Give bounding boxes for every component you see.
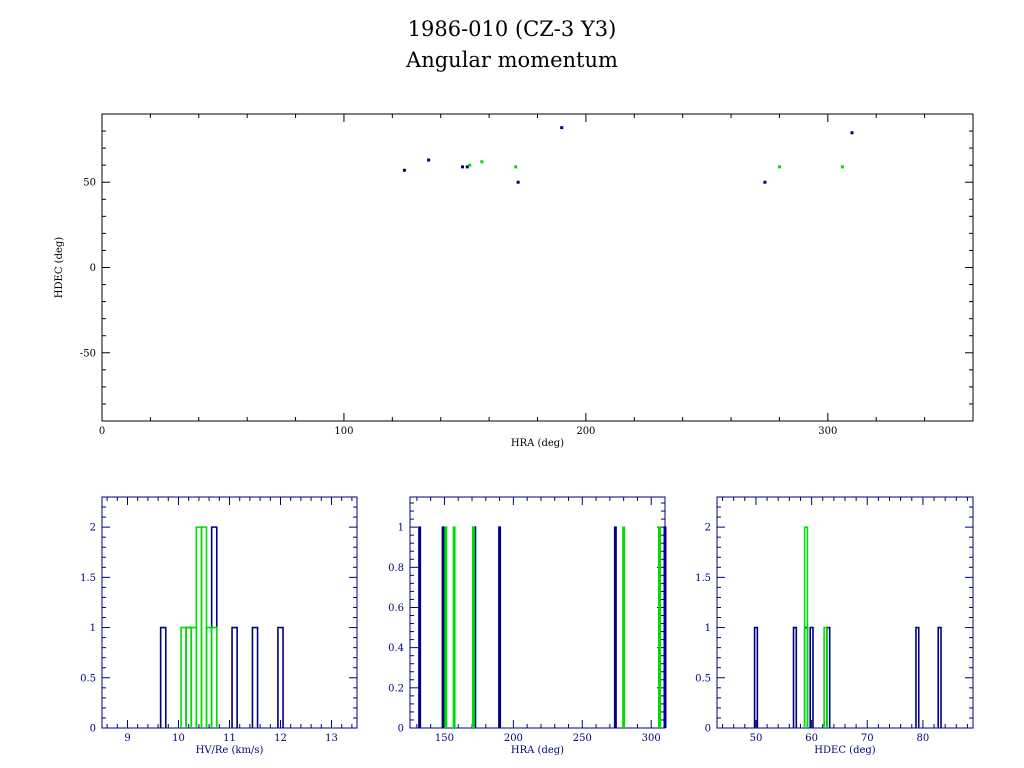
histogram-bar-green (803, 526, 809, 728)
plot-frame-3 (409, 496, 666, 729)
histogram-bar-blue (613, 526, 617, 728)
y-tick-label: 0.5 (80, 673, 96, 684)
plot-frame-4 (716, 496, 974, 729)
histogram-bar-green (444, 526, 448, 728)
x-tick-label: 250 (573, 733, 592, 744)
x-tick-label: 60 (805, 733, 818, 744)
histogram-bar-blue (753, 626, 759, 728)
scatter-point-green (514, 165, 518, 169)
histogram-bar-green (823, 626, 828, 728)
y-tick-label: 1 (90, 623, 96, 634)
histogram-bar-blue (937, 626, 942, 728)
y-tick-label: 0.8 (388, 563, 404, 574)
histogram-bar-blue (809, 626, 814, 728)
histogram-bar-green (452, 526, 456, 728)
plot-frame-2 (101, 496, 358, 729)
scatter-point-blue (516, 180, 520, 184)
x-tick-label: 150 (435, 733, 454, 744)
y-tick-label: 0 (705, 724, 711, 735)
x-axis-label: HRA (deg) (511, 438, 564, 449)
y-tick-label: 1 (398, 523, 404, 534)
scatter-point-green (480, 160, 484, 164)
y-axis-label: HDEC (deg) (54, 237, 65, 298)
y-tick-label: 0.5 (695, 673, 711, 684)
y-tick-label: 0.6 (388, 603, 404, 614)
y-tick-label: 1.5 (695, 573, 711, 584)
figure-subtitle: Angular momentum (406, 48, 618, 72)
plot-frame-1 (101, 113, 974, 422)
histogram-bar-green (471, 526, 475, 728)
scatter-point-blue (460, 165, 464, 169)
x-tick-label: 200 (504, 733, 523, 744)
histogram-bar-blue (441, 526, 445, 728)
histogram-bar-blue (159, 626, 167, 728)
histogram-bar-blue (231, 626, 238, 728)
scatter-point-blue (465, 165, 469, 169)
scatter-point-blue (402, 168, 406, 172)
x-tick-label: 9 (124, 733, 130, 744)
scatter-point-blue (560, 126, 564, 130)
histogram-bar-blue (418, 526, 422, 728)
x-tick-label: 13 (325, 733, 338, 744)
x-tick-label: 0 (99, 426, 105, 437)
y-tick-label: 0 (90, 263, 96, 274)
histogram-bar-blue (498, 526, 502, 728)
x-tick-label: 300 (818, 426, 837, 437)
x-axis-label: HRA (deg) (511, 745, 564, 756)
y-tick-label: 0 (90, 724, 96, 735)
scatter-point-blue (427, 158, 431, 162)
x-tick-label: 100 (334, 426, 353, 437)
scatter-point-green (468, 163, 472, 167)
x-tick-label: 11 (223, 733, 236, 744)
y-tick-label: 0 (398, 724, 404, 735)
x-tick-label: 200 (576, 426, 595, 437)
histogram-bar-blue (792, 626, 798, 728)
scatter-point-green (840, 165, 844, 169)
histogram-bar-green (210, 626, 218, 728)
x-axis-label: HV/Re (km/s) (196, 745, 264, 756)
figure-title: 1986-010 (CZ-3 Y3) (407, 17, 617, 41)
y-tick-label: -50 (80, 348, 96, 359)
y-tick-label: 0.2 (388, 683, 404, 694)
x-tick-label: 300 (642, 733, 661, 744)
scatter-point-green (777, 165, 781, 169)
y-tick-label: 50 (83, 178, 96, 189)
y-tick-label: 1.5 (80, 573, 96, 584)
x-tick-label: 50 (750, 733, 763, 744)
y-tick-label: 2 (705, 523, 711, 534)
scatter-point-blue (850, 131, 854, 135)
y-tick-label: 2 (90, 523, 96, 534)
histogram-bar-blue (251, 626, 259, 728)
x-axis-label: HDEC (deg) (814, 745, 875, 756)
figure-title-block: 1986-010 (CZ-3 Y3) Angular momentum (0, 14, 1024, 76)
y-tick-label: 0.4 (388, 643, 404, 654)
scatter-point-blue (763, 180, 767, 184)
x-tick-label: 10 (172, 733, 185, 744)
histogram-bar-green (657, 526, 661, 728)
x-tick-label: 70 (861, 733, 874, 744)
y-tick-label: 1 (705, 623, 711, 634)
histogram-bar-blue (915, 626, 920, 728)
histogram-bar-blue (277, 626, 284, 728)
x-tick-label: 80 (917, 733, 930, 744)
histogram-bar-blue (663, 526, 667, 728)
histogram-bar-green (622, 526, 626, 728)
x-tick-label: 12 (274, 733, 287, 744)
